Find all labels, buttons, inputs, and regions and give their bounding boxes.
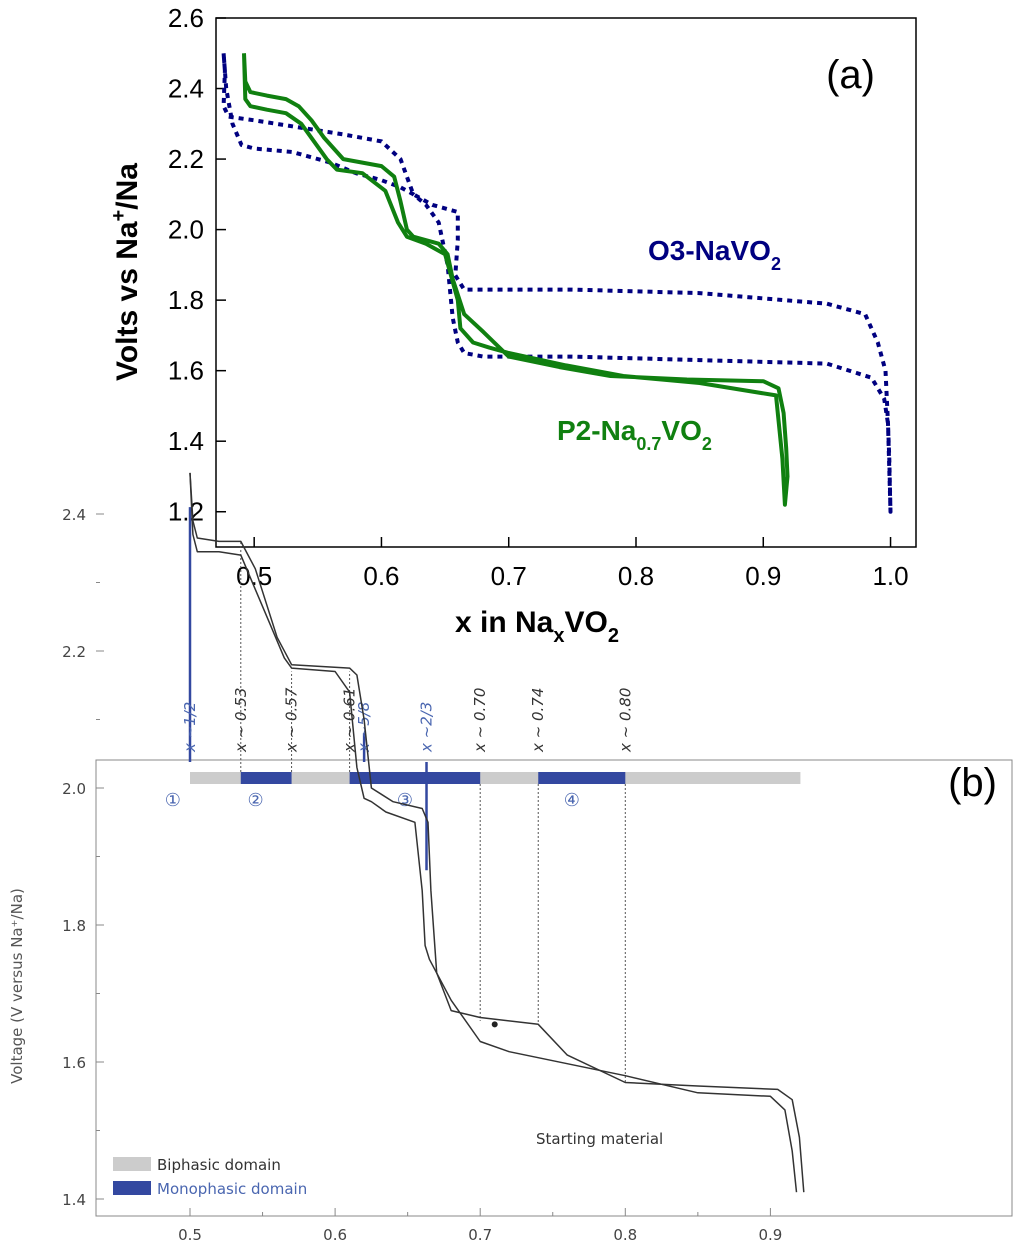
panel-b-frame	[95, 759, 1013, 1217]
b-x-tick-label: 0.8	[613, 1226, 637, 1244]
b-y-tick-label: 2.0	[62, 780, 86, 798]
x-tick-label: 0.7	[491, 561, 527, 591]
panel-b: x ~1/2 x ~ 0.53 x ~ 0.57 x ~ 0.61x ~5/8 x ~2…	[8, 472, 1013, 1244]
b-x-tick-label: 0.9	[758, 1226, 782, 1244]
starting-material-label: Starting material	[536, 1130, 663, 1148]
x-axis-label: x in NaxVO2	[455, 606, 619, 647]
y-tick-label: 2.2	[168, 144, 204, 174]
legend: Biphasic domain Monophasic domain	[113, 1156, 307, 1198]
monophasic-segment	[349, 772, 481, 784]
composition-label: x ~5/8	[355, 702, 373, 753]
region-number-label: ②	[247, 790, 263, 811]
composition-label: x ~ 0.57	[283, 687, 301, 753]
b-y-tick-label: 1.4	[62, 1191, 86, 1209]
y-tick-label: 1.2	[168, 497, 204, 527]
region-number-label: ③	[397, 790, 413, 811]
y-tick-label: 2.4	[168, 74, 204, 104]
x-tick-label: 1.0	[872, 561, 908, 591]
legend-label-monophasic: Monophasic domain	[157, 1180, 307, 1198]
biphasic-bar	[190, 772, 801, 784]
x-tick-label: 0.9	[745, 561, 781, 591]
x-tick-label: 0.6	[363, 561, 399, 591]
composition-label: x ~ 0.53	[232, 688, 250, 753]
composition-label: x ~2/3	[418, 702, 436, 753]
y-tick-label: 2.0	[168, 215, 204, 245]
series-label-o3: O3-NaVO2	[648, 235, 781, 274]
composition-label: x ~ 0.80	[616, 688, 634, 753]
b-y-tick-label: 2.4	[62, 506, 86, 524]
b-x-tick-label: 0.6	[323, 1226, 347, 1244]
series-line-o3	[221, 53, 893, 514]
y-tick-label: 2.6	[168, 3, 204, 33]
discharge-curve	[189, 472, 798, 1193]
region-number-label: ④	[564, 790, 580, 811]
y-tick-label: 1.6	[168, 356, 204, 386]
x-tick-label: 0.8	[618, 561, 654, 591]
series-label-p2: P2-Na0.7VO2	[557, 415, 712, 454]
b-y-tick-label: 1.8	[62, 917, 86, 935]
composition-label: x ~ 0.74	[529, 688, 547, 753]
monophasic-segment	[538, 772, 626, 784]
composition-label: x ~1/2	[181, 702, 199, 753]
charge-curve	[189, 472, 805, 1193]
legend-swatch-monophasic	[113, 1181, 151, 1195]
b-x-tick-label: 0.7	[468, 1226, 492, 1244]
panel-a: 1.21.41.61.82.02.22.42.6 0.5 0.6 0.7 0.8 0.9…	[108, 3, 917, 647]
composition-label: x ~ 0.70	[471, 688, 489, 753]
y-tick-label: 1.8	[168, 285, 204, 315]
panel-b-y-axis-label: Voltage (V versus Na⁺/Na)	[8, 888, 26, 1084]
panel-a-label: (a)	[826, 53, 875, 97]
region-number-label: ①	[165, 790, 181, 811]
y-tick-label: 1.4	[168, 426, 204, 456]
b-y-tick-label: 1.6	[62, 1054, 86, 1072]
panel-b-label: (b)	[948, 761, 997, 805]
monophasic-segment	[240, 772, 292, 784]
series-line-p2	[242, 53, 790, 507]
starting-material-dot	[491, 1021, 498, 1028]
legend-swatch-biphasic	[113, 1157, 151, 1171]
b-y-tick-label: 2.2	[62, 643, 86, 661]
legend-label-biphasic: Biphasic domain	[157, 1156, 281, 1174]
b-x-tick-label: 0.5	[178, 1226, 202, 1244]
panel-a-frame	[215, 17, 917, 548]
y-axis-label: Volts vs Na+/Na	[108, 163, 144, 381]
